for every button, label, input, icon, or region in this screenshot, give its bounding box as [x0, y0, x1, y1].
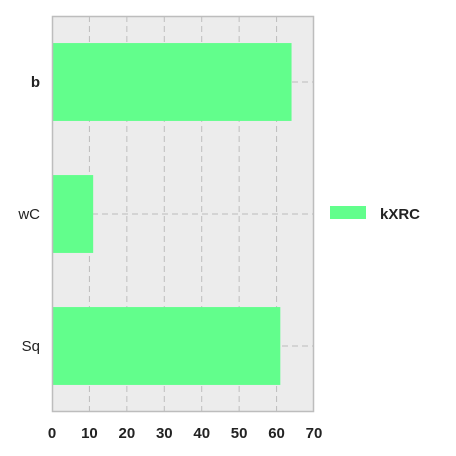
x-axis-ticks: 0 10 20 30 40 50 60 70: [48, 425, 323, 442]
legend: kXRC: [330, 206, 420, 223]
y-tick-label: wC: [17, 206, 40, 223]
x-tick-label: 10: [81, 425, 98, 442]
x-tick-label: 40: [193, 425, 210, 442]
legend-label: kXRC: [380, 206, 420, 223]
x-tick-label: 20: [119, 425, 136, 442]
x-tick-label: 50: [231, 425, 248, 442]
y-tick-label: Sq: [22, 338, 40, 355]
y-axis-ticks: b wC Sq: [17, 74, 40, 355]
bars: [52, 43, 292, 385]
x-tick-label: 70: [306, 425, 323, 442]
bar-wC: [52, 175, 94, 253]
x-tick-label: 0: [48, 425, 56, 442]
bar-b: [52, 43, 292, 121]
legend-swatch: [330, 206, 366, 219]
x-tick-label: 30: [156, 425, 173, 442]
x-tick-label: 60: [268, 425, 285, 442]
bar-Sq: [52, 307, 281, 385]
y-tick-label: b: [31, 74, 40, 91]
plot-frame: [51, 15, 315, 413]
